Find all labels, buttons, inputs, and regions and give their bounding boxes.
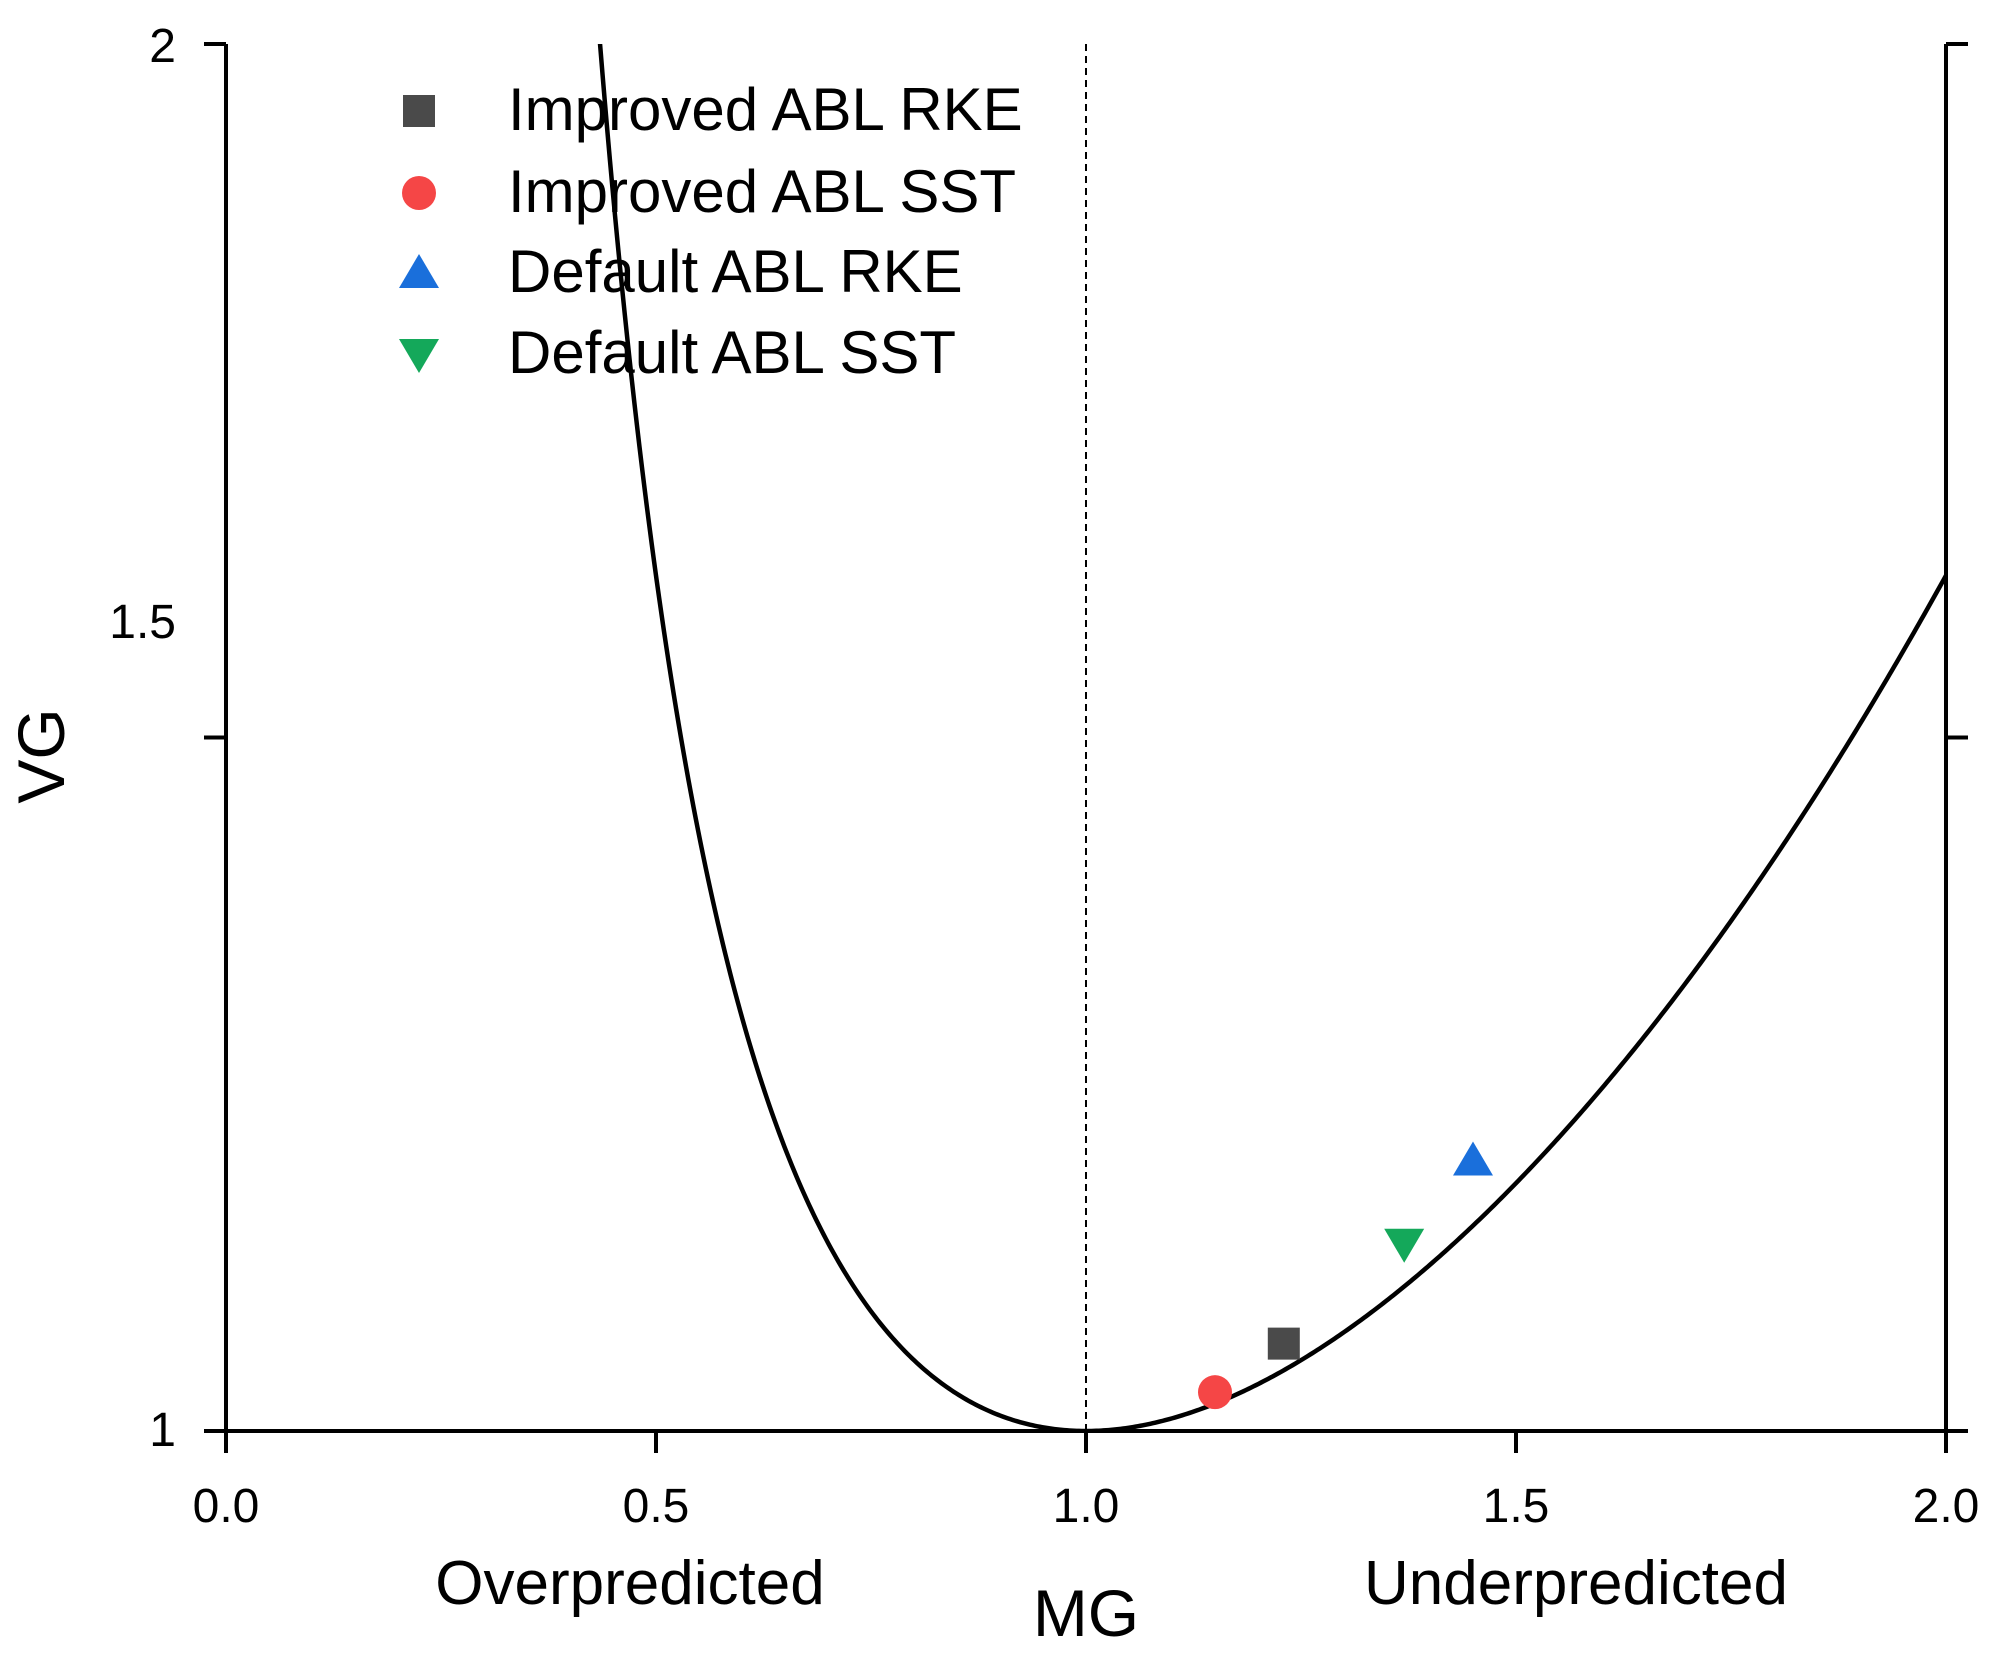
legend-marker-triangle-down: [399, 339, 439, 373]
data-point-circle: [1198, 1375, 1232, 1410]
legend-marker-circle: [402, 176, 436, 210]
plot-area: [204, 42, 1968, 1453]
y-tick-labels: 1 1.5 2: [109, 20, 176, 1457]
legend: Improved ABL RKE Improved ABL SST Defaul…: [399, 76, 1023, 386]
x-axis-title: MG: [1033, 1576, 1139, 1650]
overpredicted-label: Overpredicted: [435, 1549, 824, 1618]
legend-marker-square: [403, 95, 435, 127]
x-tick-labels: 0.0 0.5 1.0 1.5 2.0: [193, 1480, 1980, 1533]
x-tick-label: 1.0: [1053, 1480, 1120, 1533]
legend-marker-triangle-up: [399, 254, 439, 288]
y-tick-label: 1: [149, 1404, 176, 1457]
legend-label: Improved ABL RKE: [508, 76, 1023, 143]
data-point-square: [1267, 1327, 1300, 1360]
reference-curve: [597, 44, 1946, 1431]
underpredicted-label: Underpredicted: [1364, 1549, 1788, 1618]
y-axis-title: VG: [4, 708, 78, 803]
x-tick-label: 1.5: [1483, 1480, 1550, 1533]
legend-label: Improved ABL SST: [508, 158, 1016, 225]
x-tick-label: 0.5: [623, 1480, 690, 1533]
data-point-triangle-up: [1453, 1141, 1493, 1176]
data-point-triangle-down: [1384, 1228, 1425, 1263]
legend-label: Default ABL SST: [508, 319, 956, 386]
y-tick-label: 2: [149, 20, 176, 73]
y-tick-label: 1.5: [109, 596, 176, 649]
x-tick-label: 2.0: [1913, 1480, 1980, 1533]
x-tick-label: 0.0: [193, 1480, 260, 1533]
legend-label: Default ABL RKE: [508, 238, 963, 305]
